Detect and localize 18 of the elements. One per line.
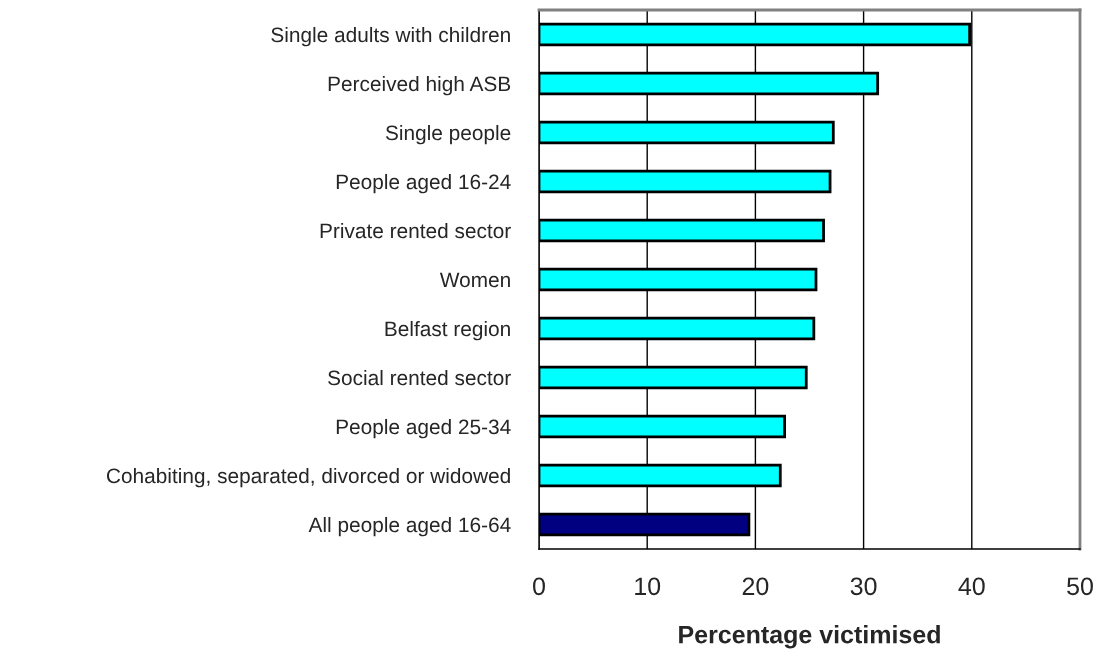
x-tick-label: 0 (533, 577, 545, 596)
y-tick-label: Single adults with children (271, 26, 510, 47)
y-tick-label: Cohabiting, separated, divorced or widowed (106, 467, 510, 488)
y-tick-label: People aged 16-24 (336, 173, 511, 194)
x-tick-label: 50 (1067, 577, 1093, 596)
x-tick-label: 10 (635, 577, 661, 596)
y-tick-label: Private rented sector (320, 222, 511, 239)
x-tick-label: 30 (850, 577, 877, 596)
y-tick-label: Belfast region (385, 320, 510, 341)
y-tick-label: Single people (385, 124, 511, 145)
y-tick-label: Women (439, 272, 510, 288)
y-tick-label: People aged 25-34 (336, 418, 511, 439)
x-axis-title: Percentage victimised (679, 625, 940, 649)
y-tick-label: Social rented sector (328, 369, 511, 386)
x-tick-label: 40 (958, 577, 985, 596)
y-tick-label: Perceived high ASB (328, 75, 511, 96)
x-tick-label: 20 (742, 577, 769, 596)
y-tick-label: All people aged 16-64 (308, 516, 511, 537)
